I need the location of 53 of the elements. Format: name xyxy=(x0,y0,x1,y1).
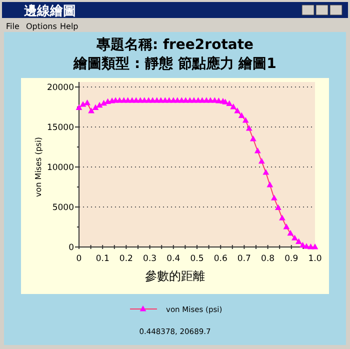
point xyxy=(92,104,99,110)
point xyxy=(100,100,107,106)
point xyxy=(274,204,282,210)
x-tick-label: 0.3 xyxy=(143,254,157,264)
point xyxy=(238,112,245,118)
point xyxy=(258,158,265,164)
point xyxy=(262,169,270,175)
x-tick-label: 1.0 xyxy=(308,254,322,264)
text: Options xyxy=(26,22,57,31)
text: Help xyxy=(60,22,78,31)
x-tick-label: 0.9 xyxy=(284,254,298,264)
point xyxy=(266,182,274,188)
point xyxy=(312,244,318,250)
text: 邊線繪圖 xyxy=(24,4,76,19)
point xyxy=(303,243,310,249)
point xyxy=(226,100,233,106)
point xyxy=(250,136,256,142)
chart-title: 專題名稱: free2rotate xyxy=(95,37,254,53)
point xyxy=(234,108,241,114)
x-tick-label: 0.5 xyxy=(190,254,204,264)
chart-subtitle: 繪圖類型 : 靜態 節點應力 繪圖1 xyxy=(72,55,276,72)
x-tick-label: 0.2 xyxy=(119,254,133,264)
point xyxy=(96,102,103,108)
point xyxy=(242,117,249,123)
point xyxy=(278,214,286,220)
x-tick-label: 0.6 xyxy=(214,254,228,264)
point xyxy=(230,104,237,110)
y-tick-label: 20000 xyxy=(46,83,74,93)
point xyxy=(88,108,94,114)
y-tick-label: 0 xyxy=(68,243,74,253)
point xyxy=(84,100,90,106)
x-tick-label: 0.8 xyxy=(261,254,275,264)
y-tick-label: 5000 xyxy=(52,203,74,213)
point xyxy=(222,98,229,104)
x-axis-title: 參數的距離 xyxy=(145,269,205,283)
y-axis-title: von Mises (psi) xyxy=(34,137,43,197)
point xyxy=(270,194,278,200)
text: File xyxy=(6,22,20,31)
y-tick-label: 10000 xyxy=(46,163,74,173)
point xyxy=(254,148,261,154)
point xyxy=(80,101,86,107)
point xyxy=(104,98,111,104)
point xyxy=(296,238,302,244)
point xyxy=(287,230,294,236)
x-tick-label: 0.4 xyxy=(166,254,180,264)
y-tick-label: 15000 xyxy=(46,123,74,133)
point xyxy=(76,104,82,110)
x-tick-label: 0 xyxy=(76,254,82,264)
point xyxy=(246,125,252,131)
point xyxy=(292,234,298,240)
x-tick-label: 0.7 xyxy=(237,254,251,264)
x-tick-label: 0.1 xyxy=(96,254,110,264)
point xyxy=(283,224,290,230)
